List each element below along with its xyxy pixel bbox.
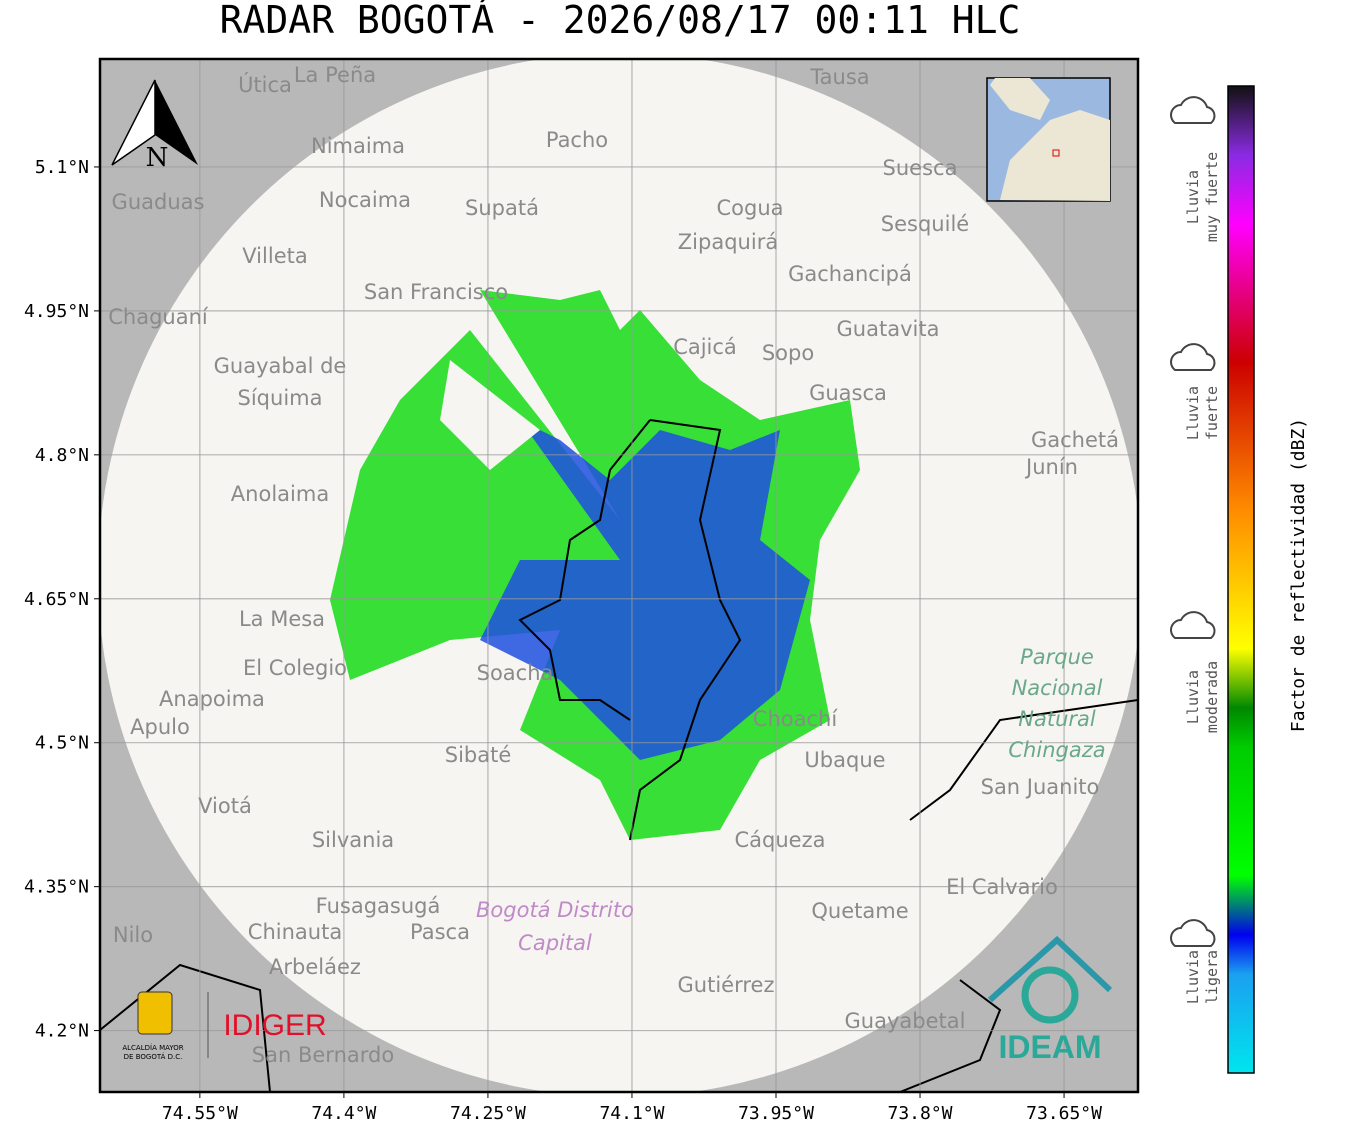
colorbar-label: Factor de reflectividad (dBZ) [1288, 418, 1309, 732]
y-tick-label: 4.2°N [35, 1021, 89, 1042]
ideam-logo: IDEAM [998, 1029, 1101, 1065]
rain-category: ligera [1203, 950, 1221, 1004]
place-label: La Mesa [239, 607, 325, 631]
north-label: N [146, 143, 169, 173]
title: RADAR BOGOTÁ - 2026/08/17 00:11 HLC [220, 0, 1021, 42]
x-tick-label: 74.4°W [311, 1103, 376, 1124]
place-label: Suesca [883, 156, 958, 180]
place-label: Síquima [238, 386, 323, 410]
place-label: Apulo [130, 715, 190, 739]
place-label: Zipaquirá [678, 230, 778, 254]
place-label: Villeta [242, 244, 307, 268]
place-label: Anolaima [231, 482, 329, 506]
weather-icon [1170, 343, 1216, 371]
place-label: Quetame [811, 899, 908, 923]
y-tick-label: 4.5°N [35, 733, 89, 754]
y-tick-label: 4.95°N [24, 301, 89, 322]
place-labels: Útica La Peña Tausa Pacho Nimaima Guaduas Noca… [108, 63, 1119, 1067]
place-label: Guayabal de [214, 354, 347, 378]
place-label: Nocaima [319, 188, 411, 212]
y-tick-label: 4.35°N [24, 877, 89, 898]
alcaldia-logo-text: ALCALDÍA MAYOR [122, 1043, 183, 1052]
rain-category: Lluvia [1184, 386, 1202, 440]
place-label: Supatá [465, 196, 539, 220]
rain-category: Lluvia [1184, 950, 1202, 1004]
boundaries [100, 419, 1138, 1092]
rain-category: fuerte [1203, 386, 1221, 440]
colorbar [1227, 85, 1255, 1074]
district-label: Capital [518, 931, 592, 955]
x-tick-label: 73.95°W [738, 1103, 814, 1124]
place-label: La Peña [294, 63, 376, 87]
weather-icon [1170, 611, 1216, 639]
park-label: Nacional [1012, 676, 1103, 700]
y-tick-label: 5.1°N [35, 157, 89, 178]
place-label: Cáqueza [735, 828, 826, 852]
alcaldia-logo-text: DE BOGOTÁ D.C. [124, 1052, 183, 1061]
place-label: Nimaima [311, 134, 405, 158]
place-label: Sesquilé [881, 212, 969, 236]
place-label: Gutiérrez [678, 973, 775, 997]
weather-icon [1170, 919, 1216, 947]
x-tick-label: 74.25°W [450, 1103, 526, 1124]
place-label: Guasca [809, 381, 887, 405]
place-label: Arbeláez [269, 955, 361, 979]
rain-category: Lluvia [1184, 670, 1202, 724]
plot-frame [98, 57, 1140, 1094]
place-label: Gachetá [1031, 428, 1119, 452]
place-label: Junín [1024, 455, 1078, 479]
place-label: El Colegio [243, 656, 347, 680]
place-label: Choachí [753, 707, 839, 731]
place-label: Sopo [762, 341, 814, 365]
place-label: Silvania [312, 828, 394, 852]
idiger-logo: IDIGER [223, 1009, 326, 1042]
rain-category: moderada [1203, 661, 1221, 733]
x-tick-label: 74.55°W [162, 1103, 238, 1124]
place-label: Pacho [546, 128, 608, 152]
place-label: Útica [238, 72, 292, 97]
place-label: Guatavita [837, 317, 940, 341]
x-tick-label: 73.8°W [888, 1103, 953, 1124]
place-label: Nilo [113, 923, 153, 947]
place-label: Sibaté [445, 743, 512, 767]
place-label: San Bernardo [252, 1043, 394, 1067]
x-tick-label: 74.1°W [599, 1103, 664, 1124]
y-tick-label: 4.65°N [24, 589, 89, 610]
rain-category: muy fuerte [1203, 152, 1221, 242]
place-label: Fusagasugá [316, 894, 441, 918]
radar-gap [440, 360, 540, 470]
grid [94, 59, 1138, 1098]
place-label: Chinauta [248, 920, 342, 944]
place-label: El Calvario [946, 875, 1058, 899]
place-label: Anapoima [159, 687, 265, 711]
place-label: Cajicá [673, 335, 737, 359]
place-label: Pasca [410, 920, 470, 944]
place-label: Soacha [477, 661, 554, 685]
radar-echo [480, 420, 810, 760]
place-label: Guayabetal [845, 1009, 966, 1033]
place-label: Guaduas [112, 190, 205, 214]
x-tick-label: 73.65°W [1026, 1103, 1102, 1124]
logos: ALCALDÍA MAYOR DE BOGOTÁ D.C. IDIGER IDE… [122, 935, 1113, 1065]
district-label: Bogotá Distrito [476, 898, 634, 922]
weather-icon [1170, 96, 1216, 124]
map [100, 59, 1138, 1092]
inset-map [986, 77, 1111, 202]
y-tick-label: 4.8°N [35, 445, 89, 466]
north-arrow: N [111, 79, 198, 173]
park-label: Chingaza [1008, 738, 1105, 762]
place-label: San Francisco [364, 280, 508, 304]
place-label: Ubaque [804, 748, 885, 772]
place-label: San Juanito [981, 775, 1100, 799]
rain-category: Lluvia [1184, 170, 1202, 224]
place-label: Tausa [809, 65, 869, 89]
park-label: Parque [1020, 645, 1094, 669]
park-label: Natural [1018, 707, 1096, 731]
place-label: Chaguaní [108, 305, 209, 329]
place-label: Cogua [716, 196, 783, 220]
place-label: Gachancipá [788, 262, 912, 286]
place-label: Viotá [198, 794, 252, 818]
